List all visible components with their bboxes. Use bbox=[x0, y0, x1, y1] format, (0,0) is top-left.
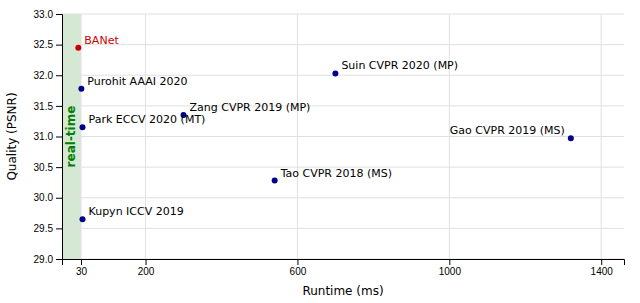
tick: 1400 bbox=[591, 259, 614, 277]
tick-mark bbox=[449, 259, 450, 265]
plot: 30 200 600 1000 1400 29.0 29.5 30.0 30.5 31.0 31.5… bbox=[34, 9, 625, 277]
point bbox=[78, 86, 84, 92]
tick: 200 bbox=[138, 259, 155, 277]
point-label: Park ECCV 2020 (MT) bbox=[89, 113, 206, 126]
tick-label: 1000 bbox=[439, 266, 462, 277]
axis-line bbox=[56, 15, 63, 260]
tick: 600 bbox=[290, 259, 307, 277]
tick-mark bbox=[56, 259, 62, 260]
tick: 32.5 bbox=[34, 39, 62, 50]
tick-label: 29.0 bbox=[34, 254, 54, 265]
tick: 29.5 bbox=[34, 223, 62, 234]
tick-mark bbox=[56, 14, 62, 15]
point bbox=[272, 178, 278, 184]
point-label: Suin CVPR 2020 (MP) bbox=[341, 59, 458, 72]
grid-line bbox=[62, 14, 624, 15]
tick: 30.5 bbox=[34, 162, 62, 173]
tick-mark bbox=[297, 259, 298, 265]
tick-mark bbox=[56, 167, 62, 168]
shaded-region bbox=[62, 14, 81, 259]
x-axis-title: Runtime (ms) bbox=[302, 284, 383, 298]
tick-label: 33.0 bbox=[34, 9, 54, 20]
grid-line bbox=[62, 228, 624, 229]
grid-line bbox=[62, 197, 624, 198]
tick: 31.5 bbox=[34, 101, 62, 112]
texts: real-time BANet Purohit AAAI 2020 Park ECCV… bbox=[64, 34, 564, 219]
tick: 29.0 bbox=[34, 254, 62, 265]
grid-line bbox=[62, 44, 624, 45]
point-label: Gao CVPR 2019 (MS) bbox=[450, 124, 565, 137]
tick-mark bbox=[56, 75, 62, 76]
point-label: Kupyn ICCV 2019 bbox=[89, 205, 184, 218]
region-label: real-time bbox=[64, 106, 78, 168]
point bbox=[332, 70, 338, 76]
grid-line bbox=[62, 105, 624, 106]
tick-label: 30 bbox=[76, 266, 88, 277]
tick-label: 30.0 bbox=[34, 192, 54, 203]
tick-mark bbox=[146, 259, 147, 265]
tick-mark bbox=[56, 137, 62, 138]
axis-line bbox=[63, 260, 625, 266]
regions bbox=[62, 14, 81, 259]
grid bbox=[62, 14, 624, 259]
tick: 32.0 bbox=[34, 70, 62, 81]
tick: 30 bbox=[76, 259, 88, 277]
tick: 33.0 bbox=[34, 9, 62, 20]
chart: 30 200 600 1000 1400 29.0 29.5 30.0 30.5 31.0 31.5… bbox=[0, 0, 640, 303]
tick-label: 32.5 bbox=[34, 39, 54, 50]
tick-label: 32.0 bbox=[34, 70, 54, 81]
point bbox=[80, 216, 86, 222]
tick-label: 31.0 bbox=[34, 131, 54, 142]
point-label: Tao CVPR 2018 (MS) bbox=[280, 167, 392, 180]
tick: 30.0 bbox=[34, 192, 62, 203]
tick-mark bbox=[56, 45, 62, 46]
tick: 1000 bbox=[439, 259, 462, 277]
tick-label: 30.5 bbox=[34, 162, 54, 173]
tick: 31.0 bbox=[34, 131, 62, 142]
tick-mark bbox=[601, 259, 602, 265]
point bbox=[75, 45, 81, 51]
point bbox=[80, 124, 86, 130]
points bbox=[75, 45, 574, 223]
tick-label: 1400 bbox=[591, 266, 614, 277]
tick-label: 29.5 bbox=[34, 223, 54, 234]
tick-label: 200 bbox=[138, 266, 155, 277]
tick-label: 600 bbox=[290, 266, 307, 277]
tick-mark bbox=[56, 198, 62, 199]
tick-mark bbox=[81, 259, 82, 265]
y-axis-title: Quality (PSNR) bbox=[5, 92, 19, 180]
point-label: Purohit AAAI 2020 bbox=[87, 75, 187, 88]
x-axis: 30 200 600 1000 1400 bbox=[63, 259, 625, 277]
tick-mark bbox=[56, 228, 62, 229]
tick-mark bbox=[56, 106, 62, 107]
point-label: Zang CVPR 2019 (MP) bbox=[190, 101, 311, 114]
point bbox=[568, 135, 574, 141]
y-axis: 29.0 29.5 30.0 30.5 31.0 31.5 32.0 32.5 33.0 bbox=[34, 9, 63, 265]
point-label: BANet bbox=[84, 34, 119, 47]
tick-label: 31.5 bbox=[34, 101, 54, 112]
